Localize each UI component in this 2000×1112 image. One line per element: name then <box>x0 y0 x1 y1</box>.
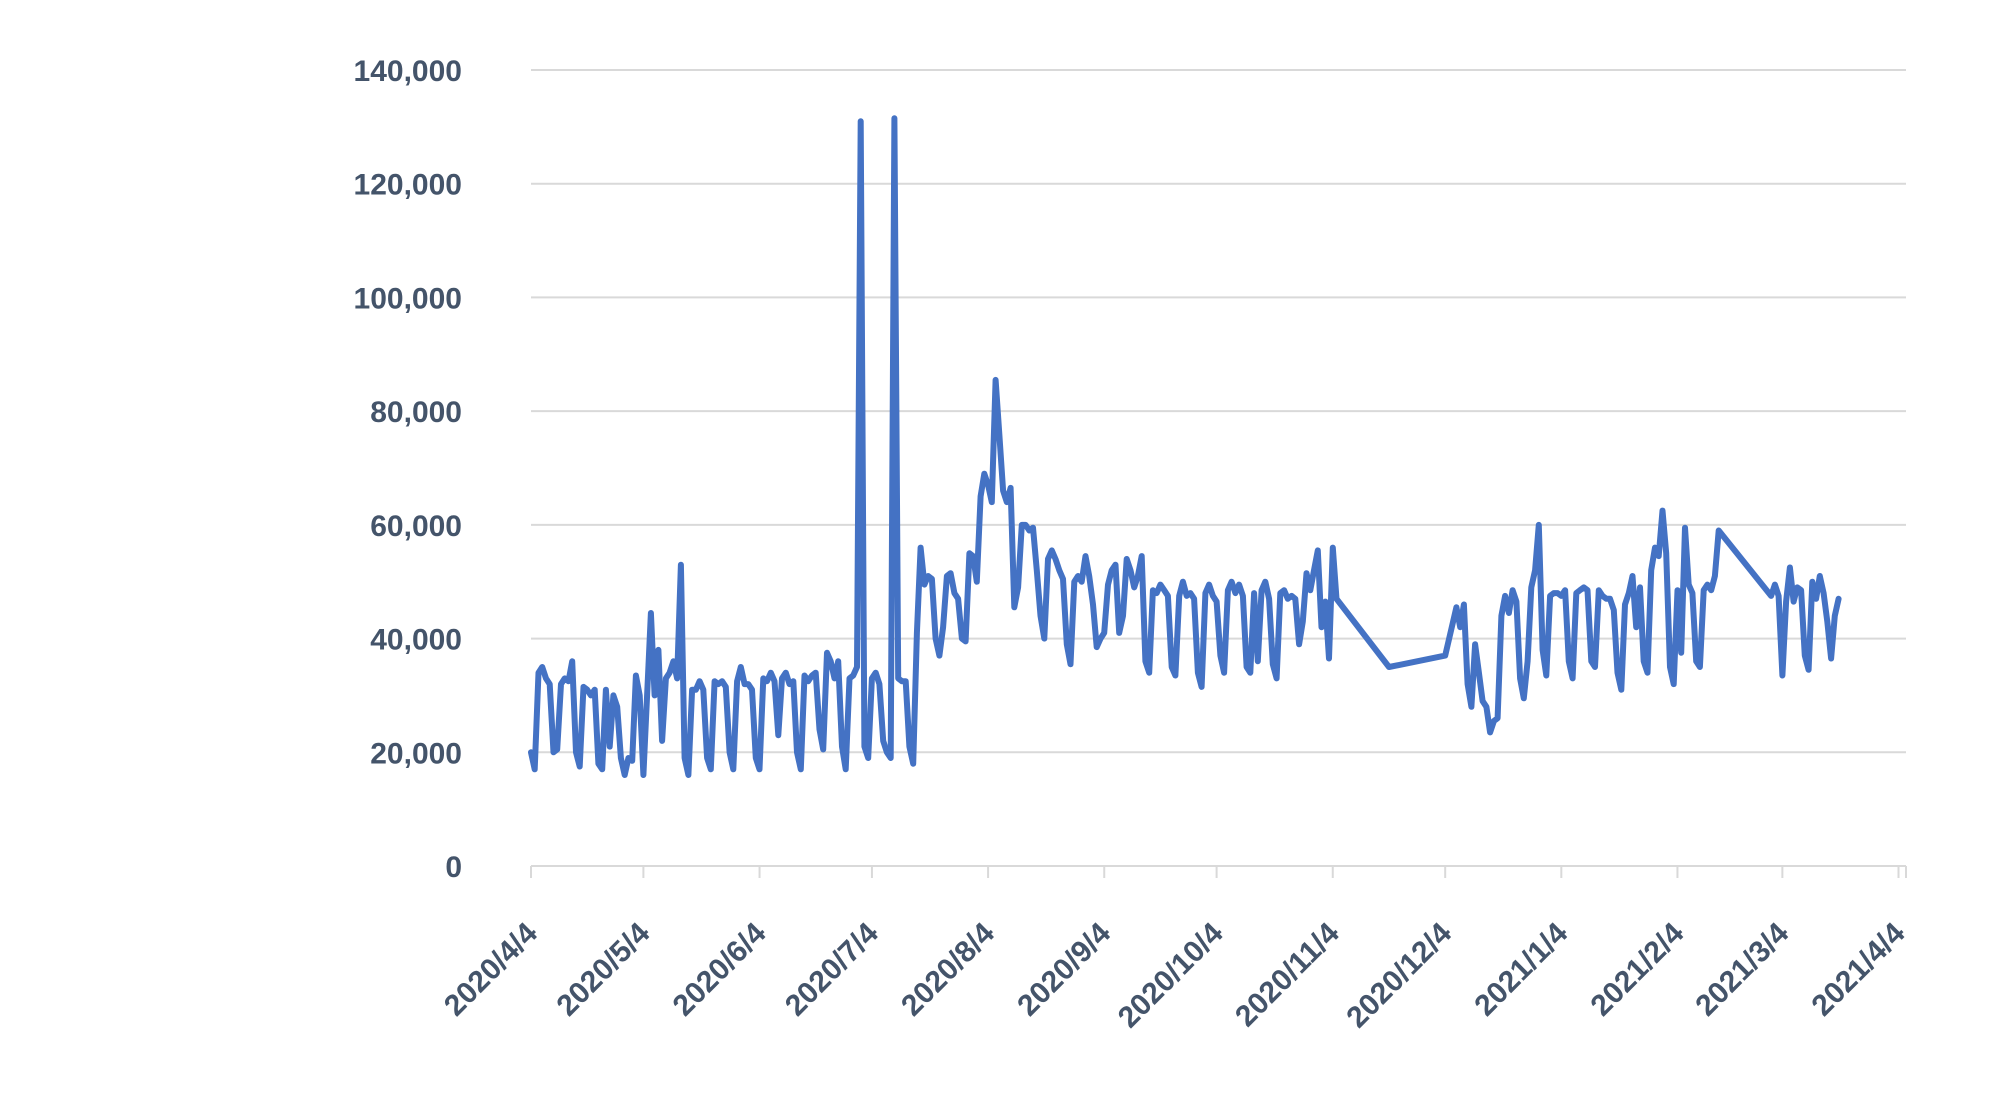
x-axis <box>530 865 1907 878</box>
x-tick-label: 2020/12/4 <box>1340 916 1458 1034</box>
x-tick-label: 2020/4/4 <box>438 916 544 1022</box>
y-tick-label: 20,000 <box>370 737 462 770</box>
x-axis-tick-labels: 2020/4/4 2020/5/4 2020/6/4 2020/7/4 2020/8/4… <box>438 916 1912 1034</box>
gridlines <box>531 69 1906 754</box>
x-tick-label: 2020/10/4 <box>1112 916 1230 1034</box>
x-tick-label: 2020/5/4 <box>550 916 656 1022</box>
x-tick-label: 2020/7/4 <box>779 916 885 1022</box>
series <box>528 115 1842 778</box>
x-tick-label: 2020/6/4 <box>667 916 773 1022</box>
x-tick-label: 2020/9/4 <box>1011 916 1117 1022</box>
x-tick-label: 2020/11/4 <box>1229 916 1346 1033</box>
y-tick-label: 100,000 <box>354 282 462 315</box>
x-tick-label: 2021/2/4 <box>1584 916 1690 1022</box>
x-tick-label: 2021/1/4 <box>1468 916 1574 1022</box>
y-tick-label: 60,000 <box>370 510 462 543</box>
y-tick-label: 120,000 <box>354 169 462 202</box>
x-tick-label: 2021/4/4 <box>1806 916 1912 1022</box>
y-tick-label: 80,000 <box>370 396 462 429</box>
y-tick-label: 140,000 <box>354 55 462 88</box>
series-line <box>528 115 1842 778</box>
y-tick-label: 0 <box>445 851 462 884</box>
y-axis-tick-labels: 0 20,000 40,000 60,000 80,000 100,000 120,000 1… <box>354 55 462 884</box>
x-tick-label: 2020/8/4 <box>895 916 1001 1022</box>
x-tick-label: 2021/3/4 <box>1689 916 1795 1022</box>
y-tick-label: 40,000 <box>370 624 462 657</box>
